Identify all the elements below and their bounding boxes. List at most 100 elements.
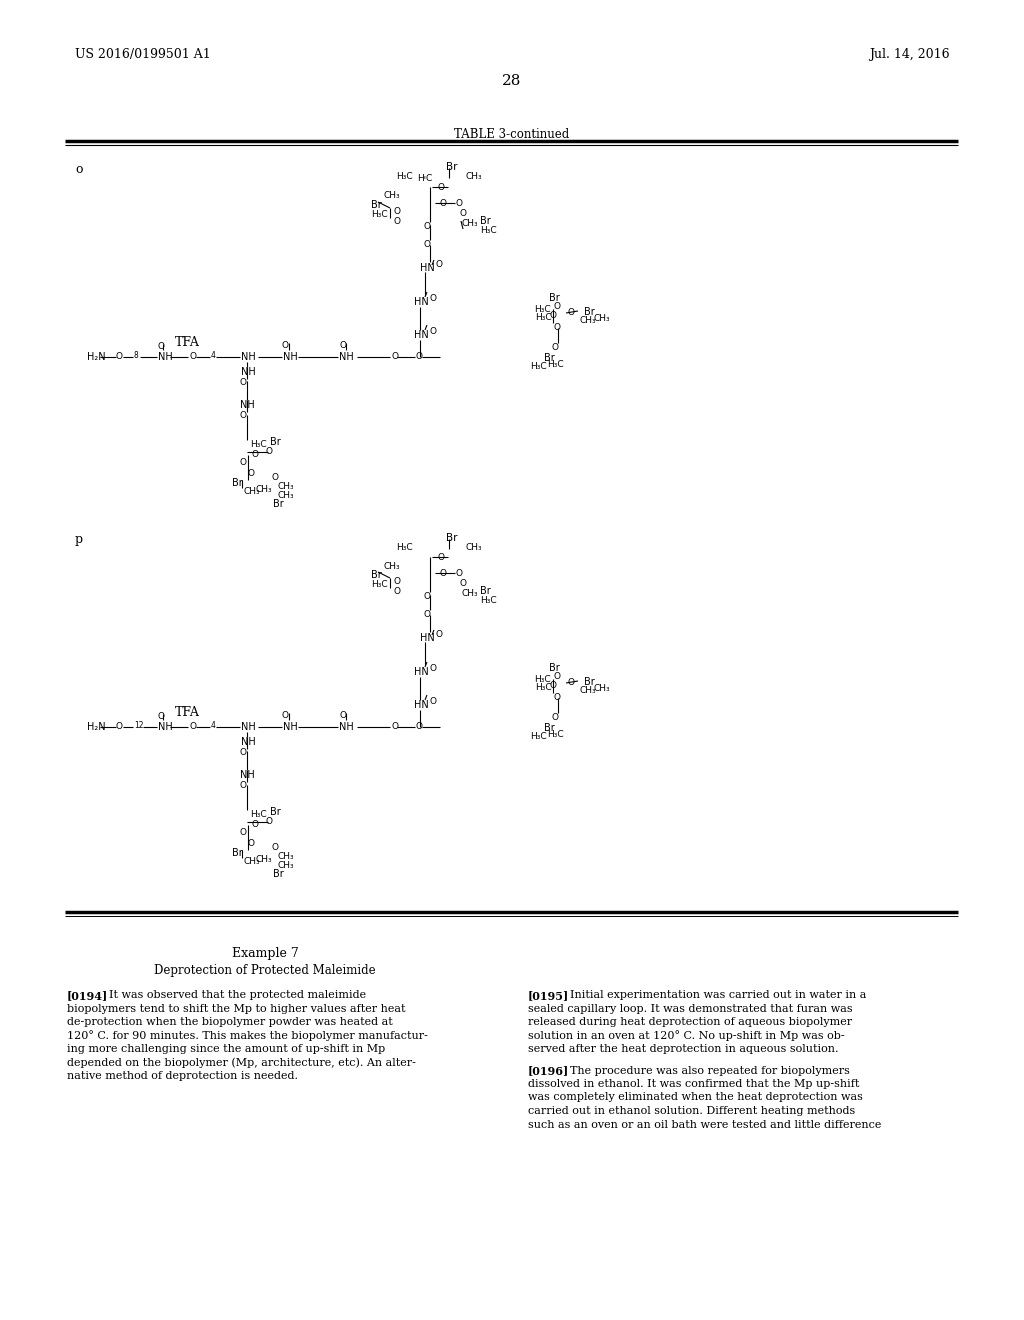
Text: CH₃: CH₃	[278, 861, 295, 870]
Text: [0196]: [0196]	[528, 1065, 569, 1077]
Text: Br: Br	[371, 201, 382, 210]
Text: ₃: ₃	[423, 174, 426, 180]
Text: H₃C: H₃C	[250, 440, 266, 449]
Text: Br: Br	[446, 533, 458, 543]
Text: such as an oven or an oil bath were tested and little difference: such as an oven or an oil bath were test…	[528, 1119, 882, 1130]
Text: O: O	[252, 450, 259, 459]
Text: NH: NH	[241, 352, 256, 362]
Text: O: O	[239, 411, 246, 420]
Text: O: O	[435, 630, 442, 639]
Text: HN: HN	[420, 263, 435, 273]
Text: O: O	[416, 722, 423, 731]
Text: 4: 4	[211, 351, 216, 360]
Text: O: O	[157, 342, 164, 351]
Text: CH₃: CH₃	[383, 191, 400, 201]
Text: biopolymers tend to shift the Mp to higher values after heat: biopolymers tend to shift the Mp to high…	[67, 1003, 406, 1014]
Text: O: O	[339, 341, 346, 350]
Text: Br: Br	[549, 293, 560, 304]
Text: sealed capillary loop. It was demonstrated that furan was: sealed capillary loop. It was demonstrat…	[528, 1003, 853, 1014]
Text: O: O	[189, 352, 196, 360]
Text: NH: NH	[241, 367, 256, 378]
Text: US 2016/0199501 A1: US 2016/0199501 A1	[75, 48, 211, 61]
Text: NH: NH	[240, 770, 255, 780]
Text: solution in an oven at 120° C. No up-shift in Mp was ob-: solution in an oven at 120° C. No up-shi…	[528, 1031, 845, 1041]
Text: 12: 12	[134, 721, 143, 730]
Text: H₃C: H₃C	[396, 543, 413, 552]
Text: O: O	[568, 308, 575, 317]
Text: [0195]: [0195]	[528, 990, 569, 1001]
Text: HN: HN	[414, 667, 429, 677]
Text: CH₃: CH₃	[278, 482, 295, 491]
Text: Br: Br	[270, 437, 281, 447]
Text: O: O	[430, 327, 437, 337]
Text: NH: NH	[241, 737, 256, 747]
Text: O: O	[456, 569, 463, 578]
Text: NH: NH	[240, 400, 255, 411]
Text: O: O	[460, 209, 467, 218]
Text: CH₃: CH₃	[466, 543, 482, 552]
Text: NH: NH	[283, 722, 298, 733]
Text: O: O	[265, 817, 272, 826]
Text: H₃C: H₃C	[534, 305, 551, 314]
Text: O: O	[437, 553, 444, 562]
Text: O: O	[248, 469, 255, 478]
Text: O: O	[424, 610, 431, 619]
Text: O: O	[430, 697, 437, 706]
Text: Br: Br	[584, 677, 595, 686]
Text: Deprotection of Protected Maleimide: Deprotection of Protected Maleimide	[155, 964, 376, 977]
Text: CH₃: CH₃	[256, 484, 272, 494]
Text: O: O	[460, 579, 467, 587]
Text: Jul. 14, 2016: Jul. 14, 2016	[869, 48, 950, 61]
Text: O: O	[550, 681, 557, 690]
Text: Br: Br	[584, 308, 595, 317]
Text: TABLE 3-continued: TABLE 3-continued	[455, 128, 569, 141]
Text: NH: NH	[158, 722, 173, 733]
Text: released during heat deprotection of aqueous biopolymer: released during heat deprotection of aqu…	[528, 1016, 852, 1027]
Text: Br: Br	[480, 216, 490, 226]
Text: Br: Br	[544, 352, 555, 363]
Text: TFA: TFA	[175, 337, 200, 348]
Text: O: O	[440, 199, 447, 209]
Text: CH₃: CH₃	[580, 315, 597, 325]
Text: O: O	[424, 222, 431, 231]
Text: O: O	[554, 693, 561, 702]
Text: O: O	[272, 843, 279, 851]
Text: 8: 8	[134, 351, 138, 360]
Text: Example 7: Example 7	[231, 946, 298, 960]
Text: H₃C: H₃C	[480, 226, 497, 235]
Text: [0194]: [0194]	[67, 990, 109, 1001]
Text: H₃C: H₃C	[547, 730, 563, 739]
Text: O: O	[435, 260, 442, 269]
Text: O: O	[554, 323, 561, 333]
Text: O: O	[339, 711, 346, 719]
Text: O: O	[552, 713, 559, 722]
Text: O: O	[272, 473, 279, 482]
Text: ing more challenging since the amount of up-shift in Mp: ing more challenging since the amount of…	[67, 1044, 385, 1053]
Text: Br: Br	[549, 663, 560, 673]
Text: H₃C: H₃C	[534, 675, 551, 684]
Text: H₂N: H₂N	[87, 352, 105, 362]
Text: TFA: TFA	[175, 706, 200, 719]
Text: served after the heat deprotection in aqueous solution.: served after the heat deprotection in aq…	[528, 1044, 839, 1053]
Text: O: O	[430, 664, 437, 673]
Text: O: O	[554, 302, 561, 312]
Text: CH₃: CH₃	[462, 589, 478, 598]
Text: O: O	[157, 711, 164, 721]
Text: Br: Br	[544, 723, 555, 733]
Text: H₃C: H₃C	[250, 810, 266, 818]
Text: HN: HN	[414, 700, 429, 710]
Text: O: O	[252, 820, 259, 829]
Text: was completely eliminated when the heat deprotection was: was completely eliminated when the heat …	[528, 1093, 863, 1102]
Text: O: O	[430, 294, 437, 304]
Text: O: O	[240, 378, 247, 387]
Text: CH₃: CH₃	[580, 686, 597, 696]
Text: H₃C: H₃C	[530, 733, 547, 741]
Text: CH₃: CH₃	[278, 491, 295, 500]
Text: H₃C: H₃C	[530, 362, 547, 371]
Text: O: O	[424, 240, 431, 249]
Text: The procedure was also repeated for biopolymers: The procedure was also repeated for biop…	[570, 1065, 850, 1076]
Text: O: O	[240, 748, 247, 756]
Text: CH₃: CH₃	[466, 172, 482, 181]
Text: O: O	[416, 352, 423, 360]
Text: O: O	[239, 781, 246, 789]
